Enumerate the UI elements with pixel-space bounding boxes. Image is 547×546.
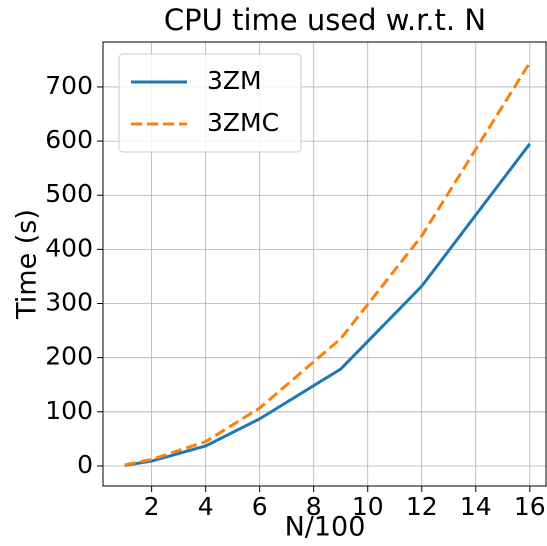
x-axis-label: N/100 [285, 512, 366, 543]
legend-box [118, 53, 302, 153]
x-tick-label: 6 [252, 492, 268, 521]
x-tick-label: 8 [306, 492, 322, 521]
x-tick-label: 12 [406, 492, 438, 521]
y-tick-label: 300 [45, 288, 93, 317]
y-tick-label: 500 [45, 179, 93, 208]
y-axis-label: Time (s) [12, 209, 43, 320]
legend-label: 3ZM [207, 66, 262, 95]
y-tick-label: 400 [45, 233, 93, 262]
chart-title: CPU time used w.r.t. N [164, 3, 486, 37]
series-line [124, 61, 532, 467]
x-tick-label: 4 [198, 492, 214, 521]
x-tick-label: 16 [514, 492, 546, 521]
legend-label: 3ZMC [207, 108, 279, 137]
y-tick-label: 200 [45, 342, 93, 371]
plot-frame [102, 41, 547, 487]
x-tick-label: 2 [144, 492, 160, 521]
series-line [124, 142, 531, 467]
x-tick-label: 14 [460, 492, 492, 521]
x-tick-label: 10 [352, 492, 384, 521]
y-tick-label: 600 [45, 125, 93, 154]
y-tick-label: 100 [45, 396, 93, 425]
y-tick-label: 700 [45, 71, 93, 100]
y-tick-label: 0 [77, 450, 93, 479]
